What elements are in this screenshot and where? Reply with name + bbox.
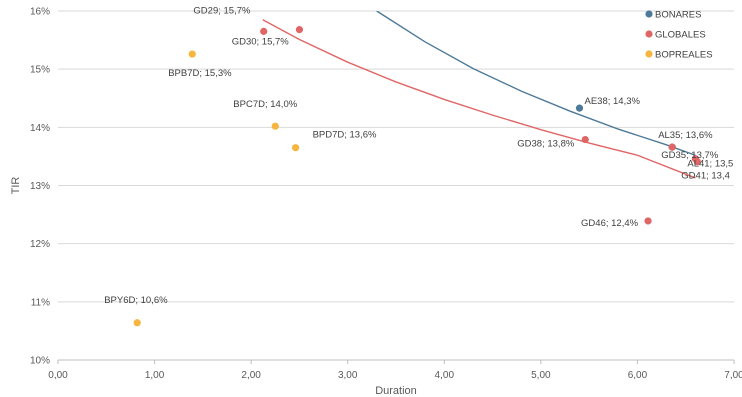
legend: BONARES GLOBALES BOPREALES bbox=[645, 10, 713, 61]
bopreales-point bbox=[291, 144, 300, 152]
y-tick-label: 11% bbox=[31, 297, 50, 308]
x-tick-label: 2,00 bbox=[241, 370, 261, 381]
y-tick-label: 14% bbox=[30, 123, 50, 134]
x-tick-label: 6,00 bbox=[628, 370, 648, 381]
data-label: GD30; 15,7% bbox=[232, 36, 290, 47]
globales-point bbox=[295, 26, 304, 34]
globales-trend-line bbox=[262, 19, 696, 179]
x-tick-label: 3,00 bbox=[338, 370, 358, 381]
y-tick-label: 15% bbox=[30, 65, 50, 76]
bopreales-point bbox=[271, 122, 279, 130]
data-label: BPB7D; 15,3% bbox=[168, 68, 232, 79]
x-tick-labels: 0,00 1,00 2,00 3,00 4,00 5,00 6,00 7,00 bbox=[48, 360, 742, 381]
y-tick-label: 13% bbox=[30, 181, 50, 192]
y-axis-title: TIR bbox=[10, 177, 22, 195]
data-points bbox=[133, 26, 701, 327]
data-label: AE38; 14,3% bbox=[584, 96, 640, 107]
globales-point bbox=[644, 217, 652, 225]
x-axis-title: Duration bbox=[375, 385, 417, 397]
data-label: BPY6D; 10,6% bbox=[104, 295, 168, 306]
x-tick-label: 4,00 bbox=[435, 370, 455, 381]
legend-label: BOPREALES bbox=[655, 50, 713, 61]
y-tick-label: 16% bbox=[30, 7, 50, 18]
x-tick-label: 7,00 bbox=[724, 370, 742, 381]
legend-label: BONARES bbox=[655, 10, 701, 21]
y-tick-label: 12% bbox=[30, 239, 50, 250]
bonares-legend-marker bbox=[645, 10, 653, 18]
data-labels: AE38; 14,3% AL35; 13,6% GD30; 15,7% GD29; 1… bbox=[104, 6, 733, 306]
bonares-point bbox=[575, 104, 584, 112]
data-label: GD35; 13,7% bbox=[661, 150, 719, 161]
x-tick-label: 1,00 bbox=[145, 370, 165, 381]
data-label: GD29; 15,7% bbox=[193, 6, 251, 17]
data-label: GD46; 12,4% bbox=[581, 218, 639, 229]
data-label: GD38; 13,8% bbox=[517, 139, 575, 150]
y-gridlines bbox=[58, 10, 734, 303]
data-label: AL41; 13,5 bbox=[687, 159, 733, 170]
y-tick-label: 10% bbox=[30, 356, 50, 367]
bonares-trend-line bbox=[376, 11, 696, 156]
trend-lines bbox=[262, 11, 696, 179]
data-label: BPC7D; 14,0% bbox=[233, 99, 297, 110]
legend-label: GLOBALES bbox=[655, 30, 706, 41]
bopreales-point bbox=[188, 50, 196, 58]
globales-point bbox=[693, 158, 701, 166]
globales-legend-marker bbox=[645, 30, 653, 38]
data-label: GD41; 13,4 bbox=[681, 171, 730, 182]
y-tick-labels: 10% 11% 12% 13% 14% 15% 16% bbox=[30, 7, 50, 367]
bopreales-legend-marker bbox=[645, 50, 653, 58]
globales-point bbox=[260, 27, 268, 35]
globales-point bbox=[668, 143, 676, 151]
globales-point bbox=[581, 135, 589, 144]
x-tick-label: 5,00 bbox=[531, 370, 551, 381]
bopreales-point bbox=[133, 319, 141, 327]
data-label: AL35; 13,6% bbox=[658, 130, 713, 141]
x-tick-label: 0,00 bbox=[48, 370, 68, 381]
data-label: BPD7D; 13,6% bbox=[313, 130, 377, 141]
